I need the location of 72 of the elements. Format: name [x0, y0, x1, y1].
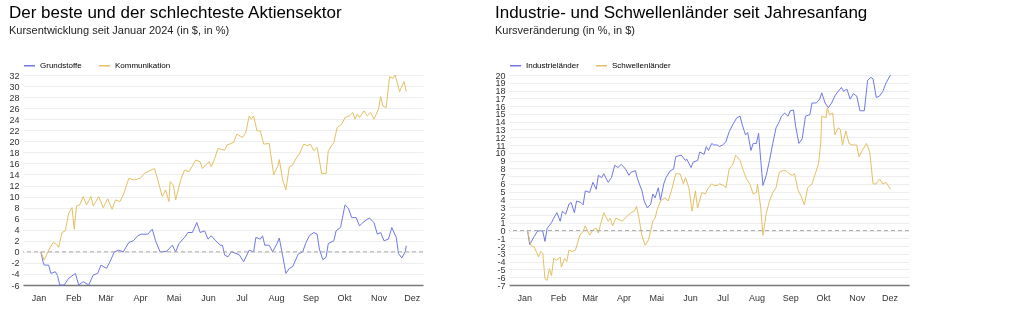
- y-tick-label: 32: [9, 70, 20, 81]
- chart-title: Der beste und der schlechteste Aktiensektor: [8, 3, 342, 22]
- chart-title: Industrie- und Schwellenländer seit Jahresanfang: [494, 3, 868, 22]
- x-tick-label: Apr: [616, 292, 631, 303]
- chart-subtitle: Kursentwicklung seit Januar 2024 (in $, in %): [8, 24, 230, 36]
- y-tick-label: 10: [495, 148, 506, 159]
- x-tick-label: Nov: [370, 292, 388, 303]
- x-tick-label: Dez: [404, 292, 421, 303]
- x-tick-label: Dez: [881, 292, 899, 303]
- y-tick-label: -3: [497, 249, 506, 260]
- x-tick-label: Jun: [201, 292, 216, 303]
- y-tick-label: 4: [14, 225, 20, 236]
- legend-label: Grundstoffe: [40, 60, 83, 70]
- y-tick-label: 19: [495, 78, 506, 89]
- x-tick-label: Jul: [717, 292, 729, 303]
- x-tick-label: Apr: [133, 292, 148, 303]
- y-tick-label: -4: [11, 269, 20, 280]
- line-series: [527, 74, 891, 246]
- y-tick-label: -7: [497, 280, 506, 291]
- x-tick-label: Jul: [236, 292, 248, 303]
- x-tick-label: Aug: [268, 292, 285, 303]
- x-tick-label: Jan: [31, 292, 47, 303]
- y-tick-label: 22: [9, 125, 20, 136]
- x-tick-label: Mai: [649, 292, 664, 303]
- y-tick-label: 18: [9, 147, 20, 158]
- y-tick-label: 24: [9, 114, 20, 125]
- x-tick-label: Okt: [816, 292, 831, 303]
- y-tick-label: -6: [497, 272, 506, 283]
- y-tick-label: 16: [9, 158, 20, 169]
- y-tick-label: 11: [496, 140, 506, 151]
- x-tick-label: Mai: [166, 292, 182, 303]
- x-tick-label: Jun: [683, 292, 698, 303]
- y-tick-label: 16: [495, 101, 506, 112]
- line-series: [527, 107, 891, 281]
- x-tick-label: Feb: [550, 292, 567, 303]
- y-tick-label: 2: [14, 236, 20, 247]
- x-tick-label: Mär: [582, 292, 598, 303]
- legend-label: Schwellenländer: [612, 60, 672, 70]
- y-tick-label: 10: [9, 192, 20, 203]
- line-series: [40, 204, 407, 286]
- y-tick-label: 3: [500, 202, 506, 213]
- y-tick-label: 15: [495, 109, 506, 120]
- y-tick-label: 20: [9, 136, 20, 147]
- x-tick-label: Okt: [337, 292, 352, 303]
- y-tick-label: -6: [11, 280, 20, 291]
- x-tick-label: Feb: [65, 292, 82, 303]
- legend-label: Industrieländer: [526, 60, 580, 70]
- y-tick-label: 0: [14, 247, 20, 258]
- y-tick-label: 30: [9, 81, 20, 92]
- y-tick-label: 6: [14, 214, 20, 225]
- y-tick-label: -2: [497, 241, 506, 252]
- y-tick-label: 26: [9, 103, 20, 114]
- y-tick-label: 14: [9, 169, 20, 180]
- y-tick-label: 6: [500, 179, 506, 190]
- line-series: [40, 74, 407, 261]
- y-tick-label: 28: [9, 92, 20, 103]
- chart-subtitle: Kursveränderung (in %, in $): [494, 24, 635, 36]
- x-tick-label: Mär: [98, 292, 114, 303]
- y-tick-label: -2: [11, 258, 20, 269]
- y-tick-label: 12: [9, 181, 20, 192]
- x-tick-label: Jan: [517, 292, 533, 303]
- y-tick-label: 12: [495, 132, 506, 143]
- x-tick-label: Sep: [302, 292, 319, 303]
- y-tick-label: 8: [14, 203, 20, 214]
- y-tick-label: 20: [495, 70, 506, 81]
- y-tick-label: 1: [500, 218, 506, 229]
- y-tick-label: 7: [500, 171, 506, 182]
- legend-label: Kommunikation: [115, 60, 171, 70]
- y-tick-label: 2: [500, 210, 506, 221]
- x-tick-label: Aug: [748, 292, 765, 303]
- x-tick-label: Nov: [849, 292, 866, 303]
- x-tick-label: Sep: [782, 292, 799, 303]
